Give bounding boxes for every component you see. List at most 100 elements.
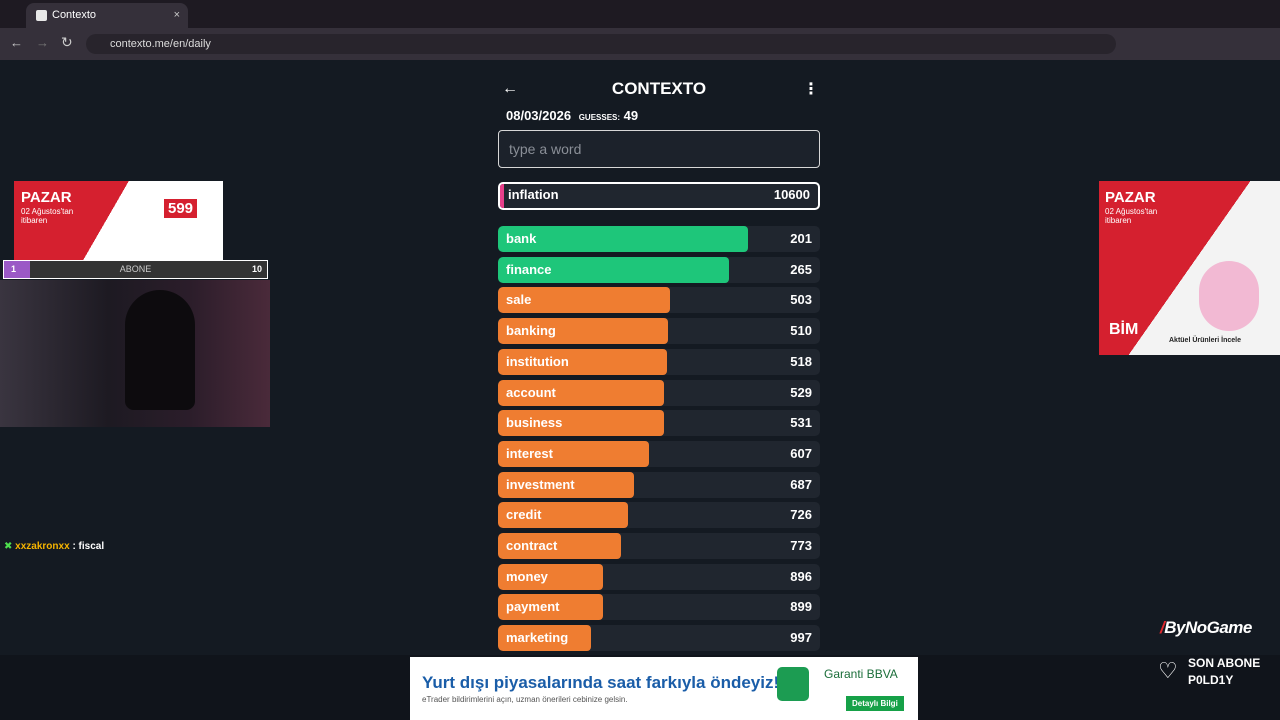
- tab-close[interactable]: ×: [173, 9, 180, 21]
- sub-goal-label: ABONE: [119, 264, 152, 274]
- left-ad[interactable]: PAZAR 02 Ağustos'tan itibaren 599: [14, 181, 223, 261]
- guess-rank: 529: [790, 384, 812, 400]
- guess-rank: 510: [790, 323, 812, 339]
- guess-rank: 899: [790, 599, 812, 615]
- bottom-ad[interactable]: Yurt dışı piyasalarında saat farkıyla ön…: [410, 657, 918, 720]
- guess-word: investment: [506, 476, 575, 492]
- guess-rank: 773: [790, 538, 812, 553]
- guess-row: marketing 997: [498, 625, 820, 652]
- ad-price: 599: [164, 199, 198, 218]
- distance-bar: [498, 410, 664, 437]
- ad-headline: PAZAR: [1105, 189, 1156, 206]
- back-arrow[interactable]: ←: [502, 80, 518, 97]
- distance-bar: [498, 471, 635, 498]
- last-guess: inflation 10600: [498, 182, 820, 210]
- distance-bar: [498, 563, 604, 590]
- guess-word: money: [506, 568, 548, 584]
- guess-row: sale 503: [498, 287, 820, 314]
- browser-tab[interactable]: Contexto ×: [26, 3, 188, 28]
- last-sub-name: P0LD1Y: [1188, 673, 1234, 687]
- guess-row: banking 510: [498, 318, 820, 345]
- sub-goal-progress: [4, 261, 30, 278]
- guess-row: investment 687: [498, 471, 820, 498]
- forward-button[interactable]: →: [36, 35, 49, 50]
- guess-word: sale: [506, 292, 532, 308]
- chat-user: xxzakronxx: [15, 541, 70, 552]
- guess-rank: 503: [790, 292, 812, 308]
- word-input[interactable]: type a word: [498, 130, 820, 168]
- game-info: 08/03/2026 GUESSES: 49: [506, 108, 638, 123]
- reload-button[interactable]: ↻: [61, 34, 73, 50]
- sub-goal: 1 ABONE 10: [3, 260, 268, 279]
- channel-name: ByNoGame: [1164, 618, 1252, 637]
- chat-badge: ✖: [4, 541, 13, 552]
- guess-word: interest: [506, 445, 553, 461]
- guess-row: business 531: [498, 410, 820, 437]
- last-guess-marker: [500, 184, 504, 208]
- guess-rank: 265: [790, 261, 812, 277]
- guess-word: finance: [506, 261, 552, 277]
- ad-subline: 02 Ağustos'tan itibaren: [1105, 207, 1158, 225]
- back-button[interactable]: ←: [10, 35, 23, 50]
- tab-title: Contexto: [52, 9, 97, 21]
- channel-logo: /ByNoGame: [1160, 618, 1252, 637]
- guess-rank: 518: [790, 353, 812, 369]
- tab-bar: [0, 0, 1280, 28]
- distance-bar: [498, 379, 665, 406]
- sub-goal-current: 1: [11, 264, 17, 274]
- input-placeholder: type a word: [509, 141, 582, 157]
- guess-row: bank 201: [498, 226, 820, 252]
- webcam: [0, 280, 270, 427]
- ad-subline: eTrader bildirimlerini açın, uzman öneri…: [422, 695, 628, 704]
- distance-bar: [498, 594, 603, 621]
- guesses-count: 49: [623, 108, 639, 123]
- last-guess-word: inflation: [508, 187, 559, 202]
- chat-message: : fiscal: [72, 541, 105, 552]
- ad-brand: Garanti BBVA: [824, 667, 898, 681]
- ad-app-icon: [777, 667, 809, 701]
- game-title: CONTEXTO: [611, 79, 707, 98]
- right-ad[interactable]: PAZAR 02 Ağustos'tan itibaren BİM Aktüel…: [1099, 181, 1280, 355]
- ad-cta[interactable]: Detaylı Bilgi: [846, 696, 904, 711]
- guess-rank: 896: [790, 568, 812, 584]
- heart-icon: ♡: [1158, 658, 1178, 683]
- distance-bar: [498, 287, 670, 314]
- guess-rank: 531: [790, 415, 812, 431]
- distance-bar: [498, 440, 649, 467]
- ad-headline: Yurt dışı piyasalarında saat farkıyla ön…: [422, 673, 780, 692]
- chat-line: ✖ xxzakronxx : fiscal: [4, 541, 104, 552]
- distance-bar: [498, 226, 749, 252]
- guess-rank: 726: [790, 507, 812, 523]
- url-field[interactable]: contexto.me/en/daily: [86, 34, 1116, 54]
- distance-bar: [498, 625, 591, 652]
- distance-bar: [498, 318, 669, 345]
- guess-word: credit: [506, 507, 542, 523]
- favicon: [36, 10, 47, 21]
- url: contexto.me/en/daily: [110, 38, 211, 50]
- guess-word: banking: [506, 323, 556, 339]
- guess-word: account: [506, 384, 556, 400]
- guess-rank: 607: [790, 445, 812, 461]
- guess-rank: 997: [790, 630, 812, 646]
- guess-rank: 687: [790, 476, 812, 492]
- date: 08/03/2026: [506, 108, 572, 123]
- distance-bar: [498, 533, 621, 559]
- distance-bar: [498, 348, 667, 375]
- guess-word: bank: [506, 231, 537, 246]
- distance-bar: [498, 256, 730, 283]
- menu-button[interactable]: ⋮: [803, 81, 819, 98]
- ad-brand: BİM: [1109, 321, 1139, 338]
- webcam-person: [125, 290, 195, 410]
- ad-image: [1199, 261, 1259, 331]
- ad-subline: 02 Ağustos'tan itibaren: [21, 207, 74, 225]
- guess-row: account 529: [498, 379, 820, 406]
- last-sub: SON ABONE P0LD1Y: [1188, 655, 1260, 689]
- ad-cta: Aktüel Ürünleri İncele: [1169, 337, 1241, 344]
- guess-word: payment: [506, 599, 560, 615]
- guess-row: interest 607: [498, 440, 820, 467]
- guess-row: credit 726: [498, 502, 820, 529]
- last-guess-rank: 10600: [773, 187, 810, 202]
- guess-row: finance 265: [498, 256, 820, 283]
